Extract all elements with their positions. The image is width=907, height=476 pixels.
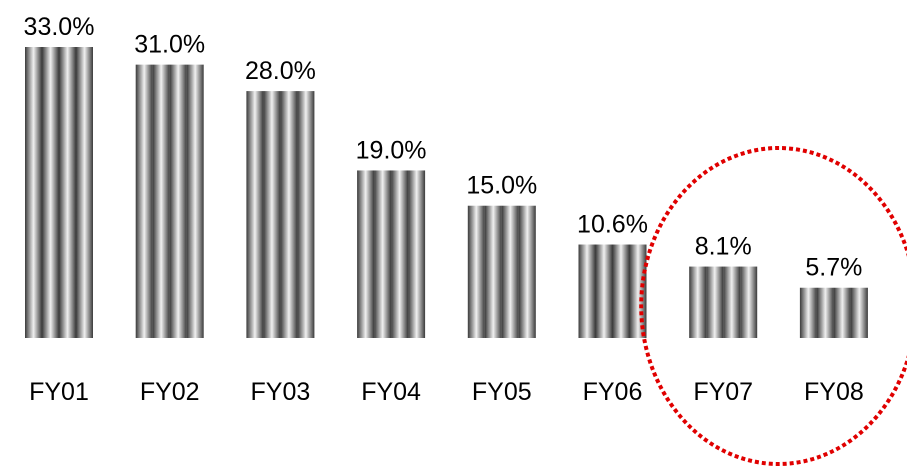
- value-label-fy05: 15.0%: [466, 172, 537, 200]
- value-label-fy02: 31.0%: [134, 31, 205, 59]
- value-label-fy03: 28.0%: [245, 57, 316, 85]
- bar-fy05: [467, 205, 536, 338]
- bar-stripe: [297, 91, 315, 338]
- bar-stripe: [799, 287, 817, 338]
- value-label-fy06: 10.6%: [577, 211, 648, 239]
- bar-stripe: [263, 91, 281, 338]
- bar-fy08: [799, 287, 868, 338]
- category-labels-group: FY01 FY02 FY03 FY04 FY05 FY06 FY07 FY08: [29, 378, 864, 406]
- bar-fy02: [135, 64, 204, 339]
- bar-stripe: [76, 47, 93, 338]
- category-label-fy05: FY05: [472, 378, 532, 406]
- bar-stripe: [723, 266, 741, 338]
- bar-stripe: [169, 64, 187, 339]
- bar-stripe: [833, 287, 851, 338]
- value-label-fy01: 33.0%: [24, 13, 95, 41]
- bar-stripe: [484, 205, 502, 338]
- bar-stripe: [357, 170, 375, 338]
- bar-stripe: [59, 47, 76, 338]
- bar-stripe: [152, 64, 170, 339]
- category-label-fy01: FY01: [29, 378, 89, 406]
- bar-fy04: [357, 170, 426, 338]
- bar-stripe: [578, 244, 596, 338]
- bar-stripe: [740, 266, 758, 338]
- bar-stripe: [850, 287, 868, 338]
- bar-fy07: [689, 266, 758, 338]
- value-label-fy08: 5.7%: [805, 254, 862, 282]
- bar-stripe: [374, 170, 392, 338]
- bar-stripe: [518, 205, 536, 338]
- bar-fy01: [25, 47, 93, 338]
- bar-stripe: [135, 64, 153, 339]
- category-label-fy06: FY06: [583, 378, 643, 406]
- bar-stripe: [501, 205, 519, 338]
- bar-stripe: [391, 170, 409, 338]
- bar-stripe: [280, 91, 298, 338]
- bar-stripe: [629, 244, 647, 338]
- bar-stripe: [42, 47, 59, 338]
- bar-stripe: [595, 244, 613, 338]
- category-label-fy07: FY07: [693, 378, 753, 406]
- category-label-fy03: FY03: [251, 378, 311, 406]
- value-label-fy07: 8.1%: [695, 233, 752, 261]
- bar-stripe: [706, 266, 724, 338]
- bar-stripe: [816, 287, 834, 338]
- bar-stripe: [186, 64, 204, 339]
- bar-stripe: [25, 47, 42, 338]
- bar-fy06: [578, 244, 647, 338]
- bar-stripe: [467, 205, 485, 338]
- bar-fy03: [246, 91, 315, 338]
- bar-stripe: [408, 170, 426, 338]
- bars-group: [25, 47, 868, 339]
- category-label-fy08: FY08: [804, 378, 864, 406]
- bar-stripe: [612, 244, 630, 338]
- category-label-fy04: FY04: [361, 378, 421, 406]
- value-labels-group: 33.0% 31.0% 28.0% 19.0% 15.0% 10.6% 8.1% 5.7%: [24, 13, 863, 282]
- highlight-ellipse: [639, 146, 907, 466]
- value-label-fy04: 19.0%: [356, 136, 427, 164]
- bar-stripe: [689, 266, 707, 338]
- category-label-fy02: FY02: [140, 378, 200, 406]
- bar-stripe: [246, 91, 264, 338]
